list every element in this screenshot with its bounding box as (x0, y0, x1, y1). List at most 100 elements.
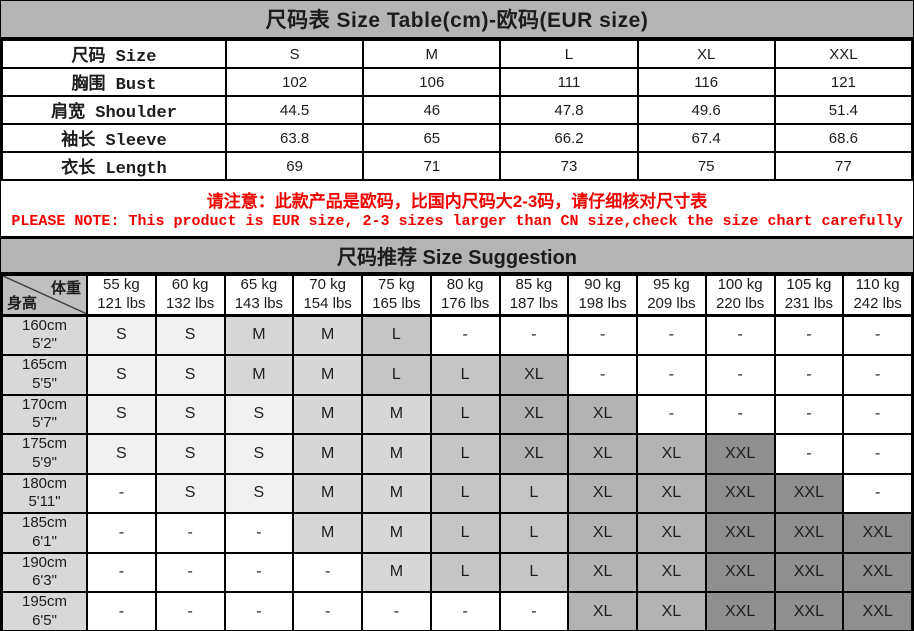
size-table-cell: XXL (773, 39, 913, 69)
suggestion-cell: XXL (704, 472, 776, 514)
suggestion-cell: - (86, 472, 157, 514)
height-cm-label: 165cm (21, 356, 68, 373)
size-table-row: 肩宽 Shoulder 44.5 46 47.8 49.6 51.4 (1, 95, 913, 125)
weight-lbs-label: 220 lbs (715, 294, 765, 312)
suggestion-cell: XL (498, 354, 570, 396)
suggestion-row: 190cm 6'3" - - - - M L L XL XL XXL XXL XXL (1, 551, 913, 593)
size-table-cell: 77 (773, 151, 913, 181)
diagonal-divider-line (3, 276, 86, 314)
suggestion-cell: XXL (704, 433, 776, 475)
suggestion-cell: - (223, 512, 295, 554)
weight-lbs-label: 198 lbs (578, 294, 627, 312)
suggestion-header-row: 体重 身高 55 kg 121 lbs 60 kg 132 lbs 65 kg 143 l… (1, 274, 913, 317)
height-ft-label: 6'1" (32, 532, 57, 550)
suggestion-cell: - (773, 433, 845, 475)
size-table-cell: 71 (362, 151, 502, 181)
size-table-cell: 116 (636, 67, 776, 97)
suggestion-cell: XL (498, 393, 570, 435)
suggestion-cell: S (223, 393, 295, 435)
suggestion-body: 体重 身高 55 kg 121 lbs 60 kg 132 lbs 65 kg 143 l… (1, 274, 913, 630)
suggestion-cell: - (567, 354, 638, 396)
size-table-row: 胸围 Bust 102 106 111 116 121 (1, 67, 913, 97)
suggestion-cell: S (154, 433, 226, 475)
suggestion-cell: M (292, 354, 363, 396)
suggestion-cell: XXL (704, 591, 776, 630)
weight-lbs-label: 242 lbs (853, 294, 902, 312)
suggestion-cell: M (361, 433, 432, 475)
suggestion-cell: XL (636, 433, 707, 475)
size-table-cell: 49.6 (636, 95, 776, 125)
suggestion-cell: S (223, 472, 295, 514)
size-table-row: 尺码 Size S M L XL XXL (1, 39, 913, 69)
suggestion-cell: L (429, 512, 501, 554)
weight-header-cell: 100 kg 220 lbs (704, 274, 776, 317)
weight-lbs-label: 154 lbs (303, 294, 352, 312)
weight-header-cell: 65 kg 143 lbs (223, 274, 295, 317)
size-table-cell: 73 (499, 151, 639, 181)
suggestion-cell: L (429, 433, 501, 475)
suggestion-cell: - (223, 591, 295, 630)
size-table-cell: 121 (773, 67, 913, 97)
size-table-cell: 51.4 (773, 95, 913, 125)
height-header-cell: 180cm 5'11" (1, 472, 88, 514)
height-header-cell: 165cm 5'5" (1, 354, 88, 396)
suggestion-cell: XXL (773, 551, 845, 593)
weight-kg-label: 75 kg (378, 276, 415, 293)
suggestion-cell: - (704, 314, 776, 356)
height-header-cell: 160cm 5'2" (1, 314, 88, 356)
suggestion-cell: - (842, 433, 913, 475)
size-table-cell: 75 (636, 151, 776, 181)
size-table-cell: 68.6 (773, 123, 913, 153)
corner-cell: 体重 身高 (1, 274, 88, 317)
suggestion-cell: M (223, 354, 295, 396)
weight-lbs-label: 143 lbs (234, 294, 284, 312)
size-table-cell: M (362, 39, 502, 69)
suggestion-cell: XL (636, 591, 707, 630)
suggestion-row: 165cm 5'5" S S M M L L XL - - - - - (1, 354, 913, 396)
suggestion-row: 195cm 6'5" - - - - - - - XL XL XXL XXL XXL (1, 591, 913, 630)
suggestion-cell: - (292, 551, 363, 593)
size-table-cell: S (224, 39, 365, 69)
suggestion-cell: M (361, 393, 432, 435)
suggestion-title: 尺码推荐 Size Suggestion (1, 239, 913, 274)
weight-header-cell: 60 kg 132 lbs (154, 274, 226, 317)
suggestion-cell: S (154, 314, 226, 356)
height-cm-label: 185cm (21, 514, 68, 531)
weight-kg-label: 60 kg (171, 276, 209, 293)
size-table-cell: 63.8 (224, 123, 365, 153)
weight-header-cell: 75 kg 165 lbs (361, 274, 432, 317)
size-table-row-label: 衣长 Length (1, 151, 227, 181)
suggestion-cell: L (498, 472, 570, 514)
suggestion-cell: XXL (773, 472, 845, 514)
suggestion-cell: M (361, 472, 432, 514)
suggestion-cell: S (86, 393, 157, 435)
suggestion-cell: S (154, 472, 226, 514)
suggestion-cell: L (498, 551, 570, 593)
height-ft-label: 6'3" (32, 572, 57, 590)
size-table-row: 衣长 Length 69 71 73 75 77 (1, 151, 913, 181)
weight-header-cell: 85 kg 187 lbs (498, 274, 570, 317)
weight-lbs-label: 132 lbs (165, 294, 215, 312)
weight-lbs-label: 209 lbs (647, 294, 696, 312)
suggestion-cell: XL (636, 512, 707, 554)
suggestion-cell: M (292, 512, 363, 554)
suggestion-cell: - (429, 314, 501, 356)
weight-kg-label: 65 kg (240, 276, 278, 293)
height-cm-label: 175cm (21, 435, 68, 452)
height-header-cell: 170cm 5'7" (1, 393, 88, 435)
suggestion-cell: L (429, 551, 501, 593)
suggestion-cell: XXL (773, 591, 845, 630)
height-ft-label: 5'7" (32, 414, 57, 432)
weight-kg-label: 95 kg (653, 276, 690, 293)
suggestion-cell: XXL (842, 512, 913, 554)
note-section: 请注意：此款产品是欧码，比国内尺码大2-3码，请仔细核对尺寸表 PLEASE N… (1, 181, 913, 239)
height-cm-label: 180cm (21, 474, 68, 492)
suggestion-cell: XXL (704, 512, 776, 554)
suggestion-cell: - (154, 551, 226, 593)
suggestion-cell: - (154, 591, 226, 630)
size-table-cell: 46 (362, 95, 502, 125)
size-table-cell: 66.2 (499, 123, 639, 153)
height-ft-label: 5'2" (32, 335, 57, 353)
suggestion-cell: M (223, 314, 295, 356)
suggestion-cell: S (86, 354, 157, 396)
